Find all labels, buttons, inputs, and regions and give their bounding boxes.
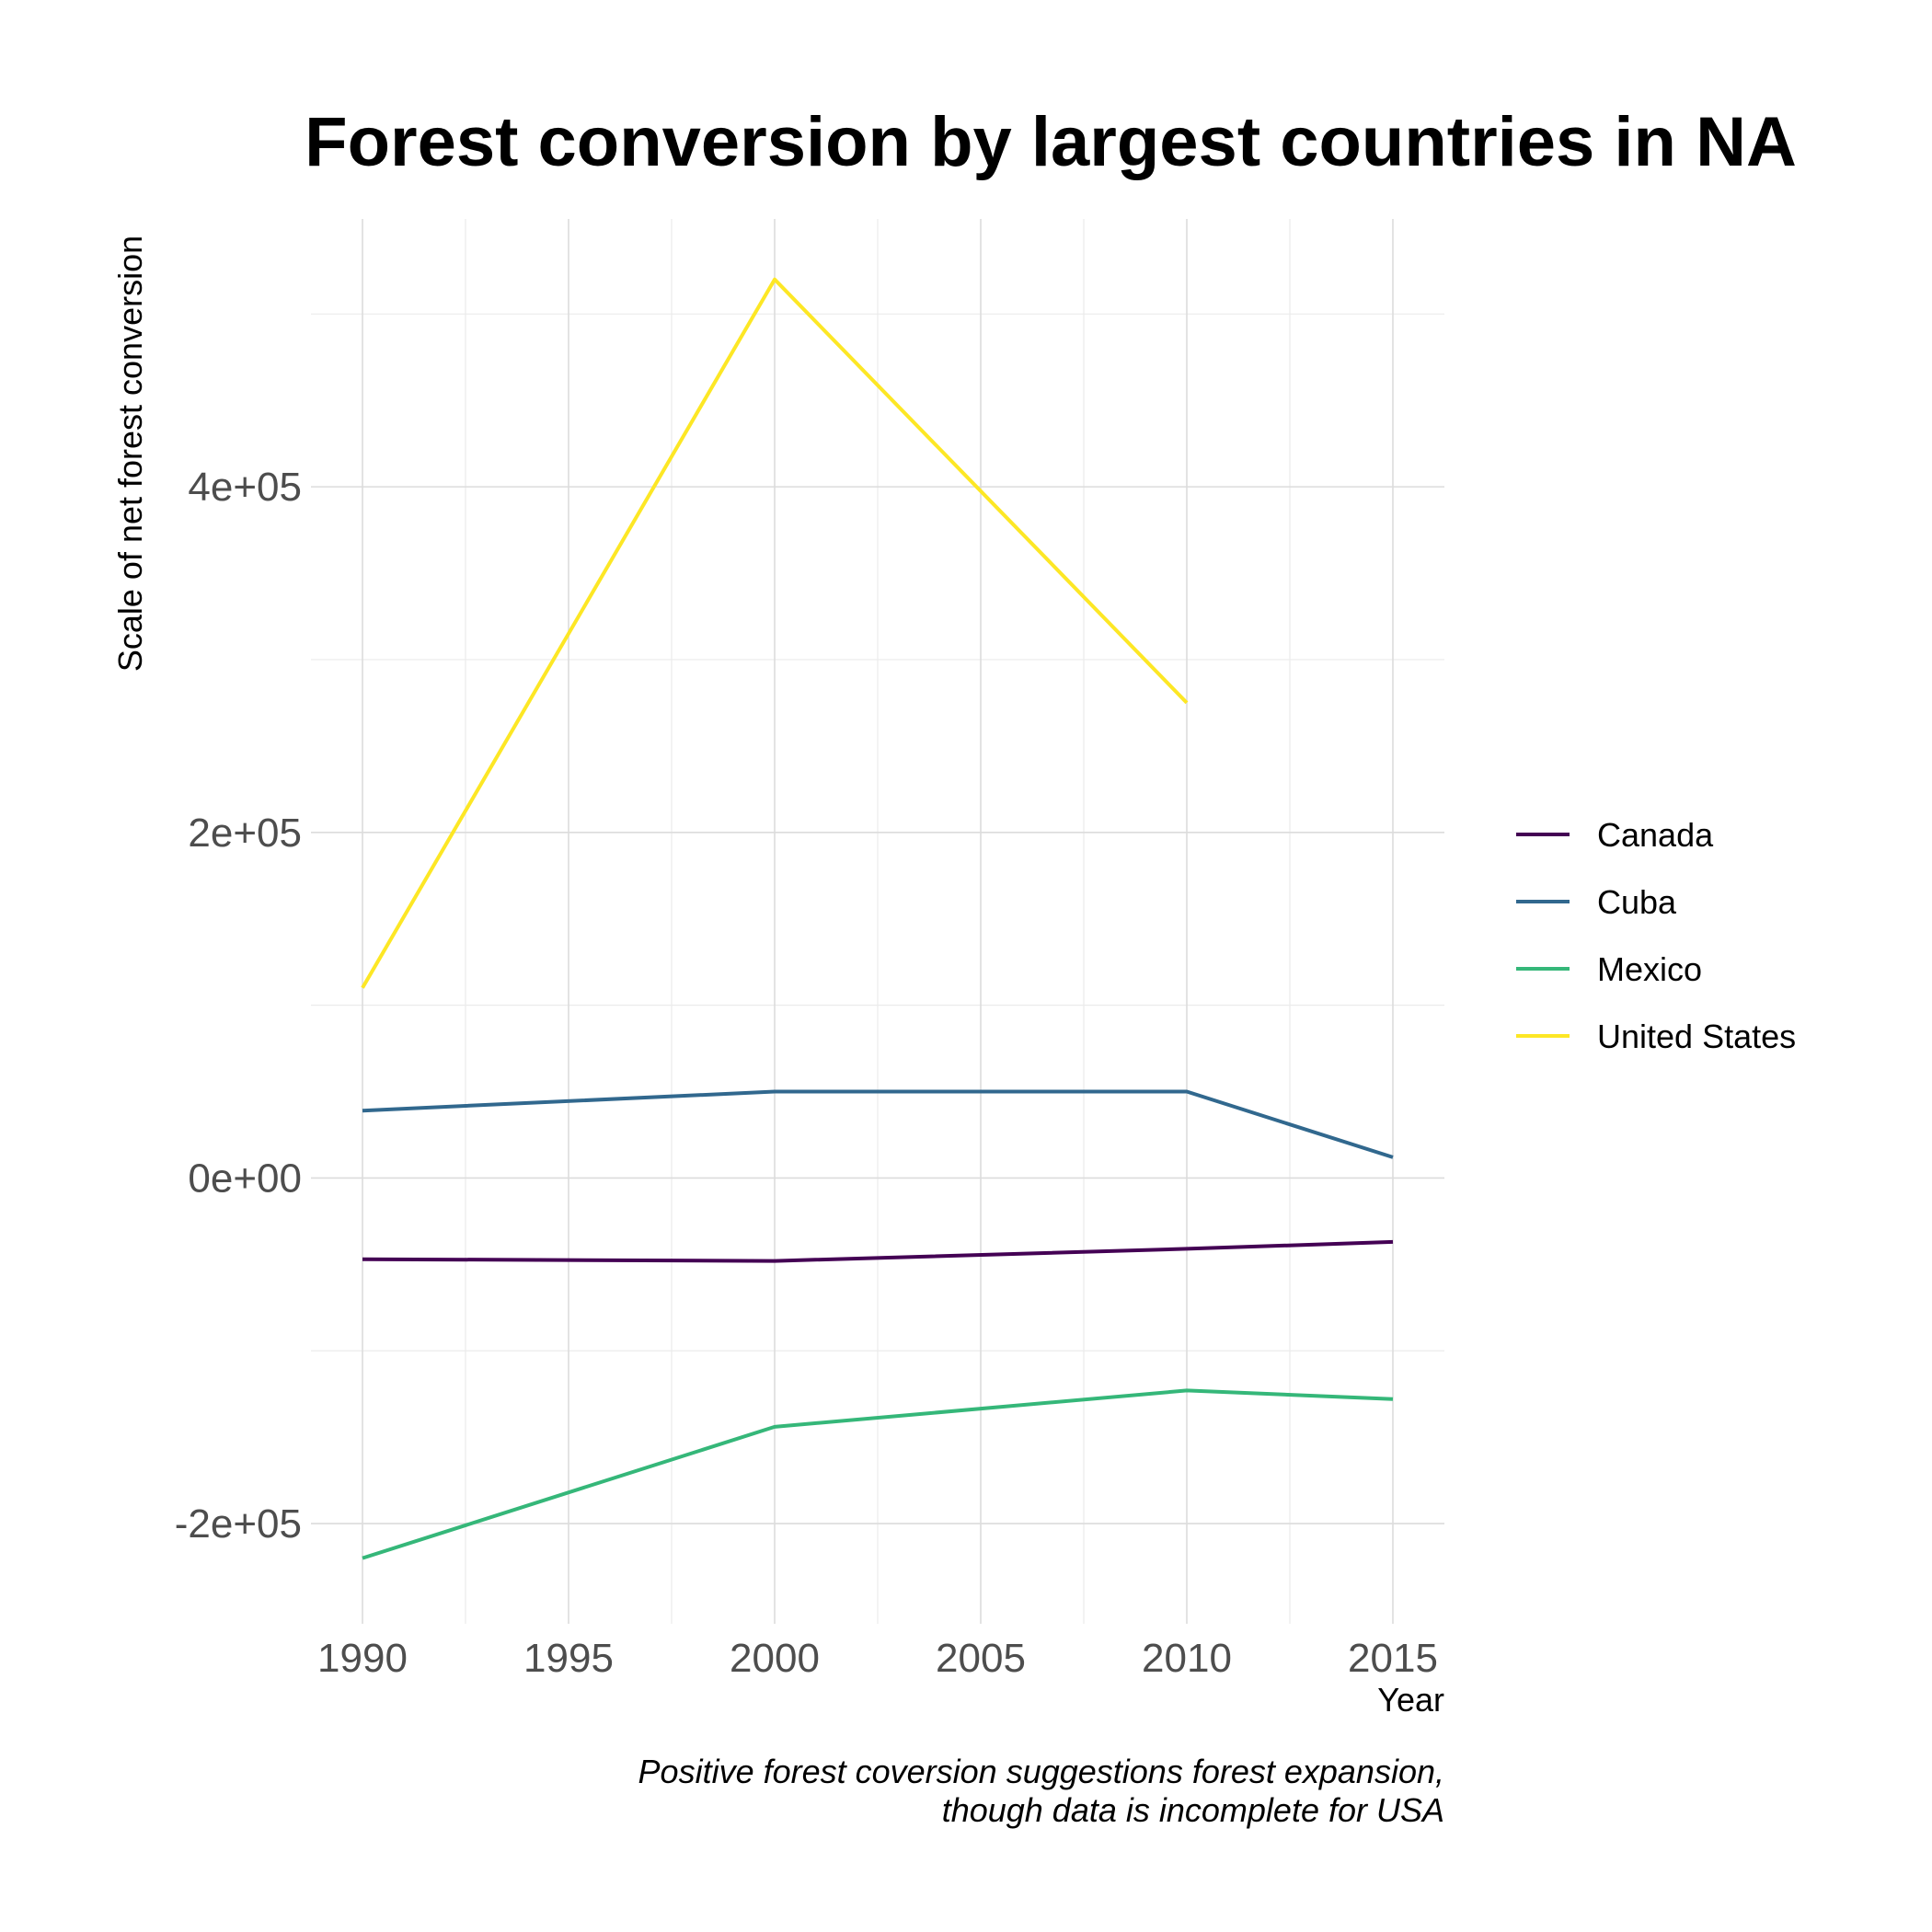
series-lines xyxy=(361,277,1394,1560)
x-tick-label: 2010 xyxy=(1142,1636,1232,1681)
x-tick-label: 1990 xyxy=(317,1636,408,1681)
series-line-united-states xyxy=(361,277,1189,989)
x-axis-ticks: 1990 1995 2000 2005 2010 2015 xyxy=(317,1636,1438,1681)
series-line-canada xyxy=(362,1239,1394,1263)
y-tick-label: 0e+00 xyxy=(188,1156,302,1201)
grid xyxy=(311,219,1444,1624)
x-axis-label: Year xyxy=(1377,1681,1444,1719)
caption: Positive forest coversion suggestions fo… xyxy=(638,1753,1444,1829)
legend-label-mexico: Mexico xyxy=(1597,950,1702,988)
legend-label-united-states: United States xyxy=(1597,1018,1796,1055)
legend-label-cuba: Cuba xyxy=(1597,883,1677,921)
x-tick-label: 1995 xyxy=(523,1636,614,1681)
y-axis-label: Scale of net forest conversion xyxy=(111,236,149,672)
y-tick-label: 4e+05 xyxy=(188,465,302,510)
caption-line: Positive forest coversion suggestions fo… xyxy=(638,1753,1444,1790)
series-line-cuba xyxy=(362,1089,1394,1159)
y-tick-label: 2e+05 xyxy=(188,811,302,856)
x-tick-label: 2005 xyxy=(936,1636,1026,1681)
y-tick-label: -2e+05 xyxy=(175,1501,302,1547)
chart-title: Forest conversion by largest countries i… xyxy=(305,103,1797,181)
caption-line: though data is incomplete for USA xyxy=(942,1791,1444,1829)
legend: Canada Cuba Mexico United States xyxy=(1516,816,1796,1055)
x-tick-label: 2000 xyxy=(730,1636,820,1681)
x-tick-label: 2015 xyxy=(1348,1636,1438,1681)
y-axis-ticks: -2e+05 0e+00 2e+05 4e+05 xyxy=(175,465,302,1547)
legend-label-canada: Canada xyxy=(1597,816,1714,854)
series-line-mexico xyxy=(362,1388,1394,1560)
